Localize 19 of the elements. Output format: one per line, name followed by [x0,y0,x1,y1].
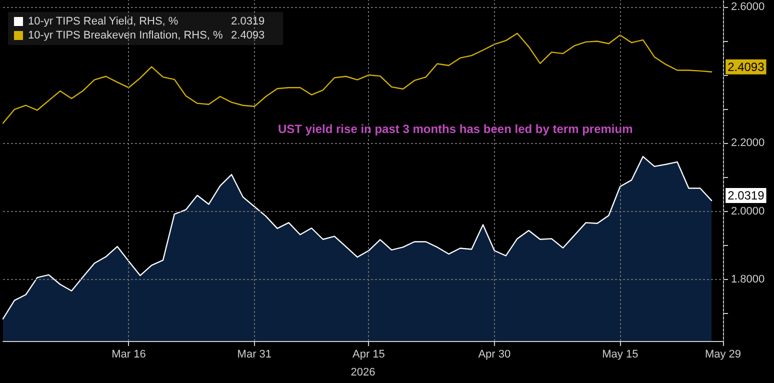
x-tick-label: Mar 31 [237,348,272,360]
x-tick-label: Apr 15 [352,348,385,360]
legend-label: 10-yr TIPS Real Yield, RHS, % [28,16,178,28]
y-tick-label: 1.8000 [731,274,765,286]
annotation: UST yield rise in past 3 months has been led by term premium [278,122,633,136]
y-tick-label: 2.0000 [731,205,765,218]
y-tick-label: 2.2000 [731,137,765,150]
x-axis-title: 2026 [350,366,376,378]
legend-label: 10-yr TIPS Breakeven Inflation, RHS, % [28,30,224,42]
x-tick-label: May 29 [704,348,742,360]
text: 2.4093 [231,30,265,42]
data-label: 2.0319 [728,188,765,203]
text: 2.0319 [231,16,265,28]
x-tick-label: Mar 16 [112,348,146,360]
data-label: 2.4093 [728,60,765,74]
y-tick-label: 2.6000 [731,0,765,13]
x-tick-label: Apr 30 [478,348,511,360]
x-tick-label: May 15 [602,348,638,360]
line-series [2,32,712,124]
